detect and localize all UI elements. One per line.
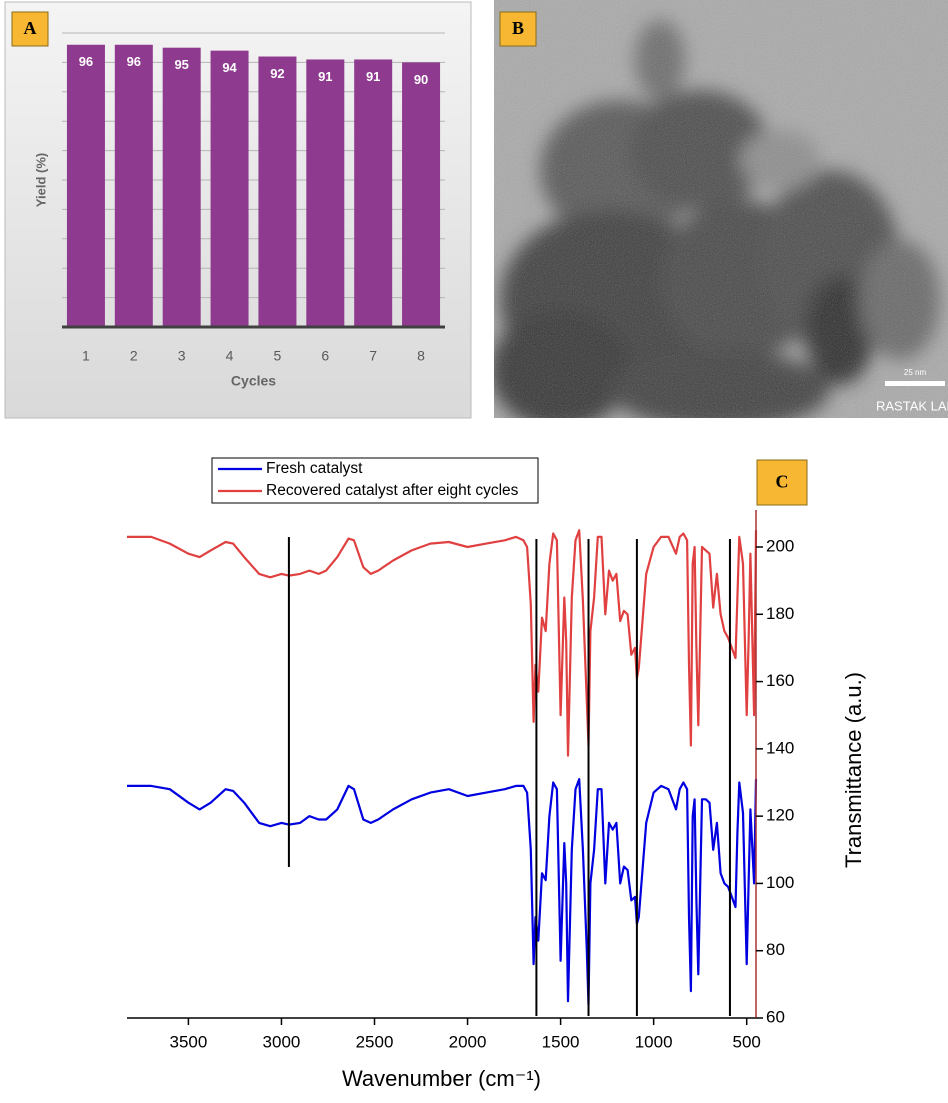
data-label: 96: [79, 54, 93, 69]
x-tick-label: 1: [82, 348, 90, 364]
panel-label: B: [512, 18, 524, 38]
y-axis-label: Yield (%): [33, 153, 48, 207]
x-axis-label: Wavenumber (cm⁻¹): [342, 1066, 541, 1091]
bar: [258, 56, 297, 328]
x-tick-label: 2: [130, 348, 138, 364]
panel-label: A: [24, 18, 37, 38]
y-tick-label: 160: [766, 671, 794, 690]
y-axis-label: Transmittance (a.u.): [841, 672, 866, 868]
bar: [210, 50, 249, 327]
data-label: 90: [414, 72, 428, 87]
spectrum-line: [127, 529, 758, 757]
bar: [402, 62, 441, 328]
y-tick-label: 80: [766, 940, 785, 959]
y-tick-label: 120: [766, 806, 794, 825]
x-tick-label: 2500: [356, 1032, 394, 1051]
panel-label-box: [756, 459, 808, 506]
x-tick-label: 8: [417, 348, 425, 364]
x-tick-label: 2000: [449, 1032, 487, 1051]
data-label: 94: [222, 60, 237, 75]
x-tick-label: 1000: [635, 1032, 673, 1051]
x-tick-label: 500: [733, 1032, 761, 1051]
x-tick-label: 4: [226, 348, 234, 364]
y-tick-label: 180: [766, 604, 794, 623]
x-tick-label: 3: [178, 348, 186, 364]
legend-label: Fresh catalyst: [266, 460, 363, 477]
data-label: 96: [127, 54, 141, 69]
scale-bar-label: 25 nm: [904, 368, 927, 377]
y-tick-label: 60: [766, 1007, 785, 1026]
y-tick-label: 100: [766, 873, 794, 892]
x-tick-label: 6: [321, 348, 329, 364]
panel-label: C: [776, 472, 789, 492]
data-label: 91: [318, 69, 332, 84]
x-tick-label: 7: [369, 348, 377, 364]
y-tick-label: 140: [766, 738, 794, 757]
data-label: 95: [174, 57, 188, 72]
y-tick-label: 200: [766, 536, 794, 555]
x-tick-label: 1500: [542, 1032, 580, 1051]
data-label: 91: [366, 69, 380, 84]
bar: [114, 44, 153, 327]
legend-label: Recovered catalyst after eight cycles: [266, 482, 519, 499]
spectrum-line: [127, 778, 758, 1006]
bar: [162, 47, 201, 327]
x-tick-label: 5: [274, 348, 282, 364]
legend-box: [211, 457, 539, 504]
watermark: RASTAK LAB: [876, 398, 948, 413]
bar: [66, 44, 105, 327]
bar: [306, 59, 345, 328]
panel-label-box: [499, 11, 537, 47]
data-label: 92: [270, 66, 284, 81]
x-tick-label: 3000: [263, 1032, 301, 1051]
bar: [354, 59, 393, 328]
tem-image: [494, 0, 948, 418]
x-axis-label: Cycles: [231, 373, 276, 389]
x-tick-label: 3500: [169, 1032, 207, 1051]
panel-label-box: [11, 11, 49, 47]
